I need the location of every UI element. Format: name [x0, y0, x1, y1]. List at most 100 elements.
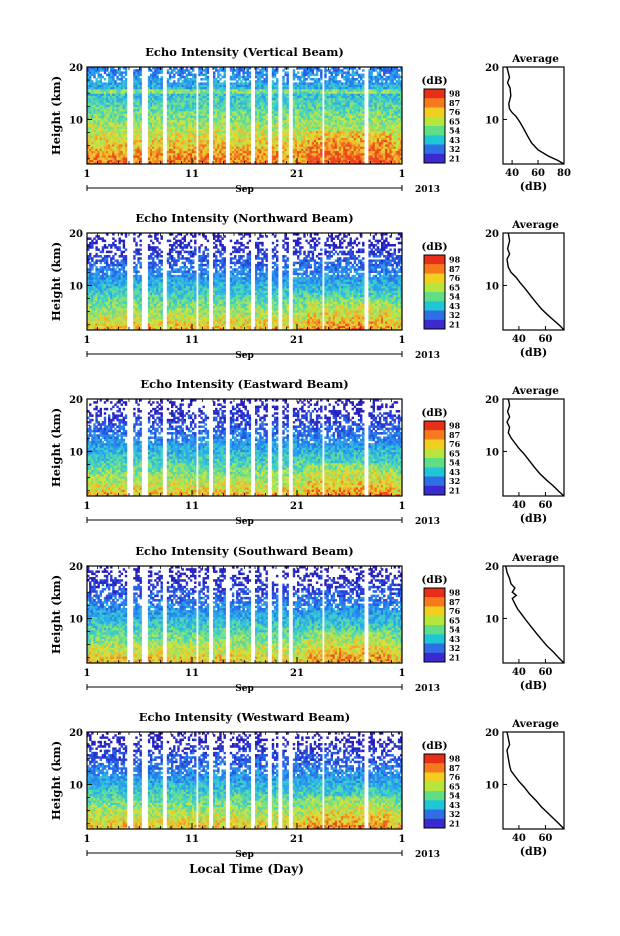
heatmap-cell [213, 159, 216, 163]
heatmap-cell [282, 146, 285, 149]
heatmap-cell [198, 89, 201, 92]
heatmap-cell [368, 71, 371, 74]
heatmap-cell [181, 141, 184, 145]
heatmap-cell [206, 111, 210, 114]
heatmap-cell [124, 89, 128, 92]
heatmap-cell [334, 155, 338, 158]
heatmap-cell [263, 148, 266, 152]
heatmap-cell [313, 161, 317, 165]
heatmap-cell [255, 152, 258, 156]
heatmap-cell [101, 130, 105, 134]
heatmap-cell [355, 100, 359, 103]
heatmap-cell [372, 122, 375, 125]
heatmap-cell [168, 117, 172, 121]
heatmap-cell [341, 139, 344, 143]
heatmap-cell [292, 122, 296, 125]
heatmap-cell [357, 139, 361, 143]
heatmap-cell [339, 117, 342, 121]
heatmap-cell [315, 146, 319, 149]
heatmap-cell [357, 141, 361, 145]
heatmap-cell [152, 102, 155, 105]
heatmap-cell [221, 124, 224, 127]
heatmap-cell [357, 159, 361, 163]
heatmap-cell [311, 119, 315, 123]
heatmap-cell [122, 128, 126, 132]
heatmap-cell [97, 89, 100, 92]
heatmap-cell [334, 104, 338, 107]
heatmap-cell [242, 159, 245, 163]
heatmap-cell [238, 71, 241, 74]
heatmap-cell [315, 106, 319, 110]
heatmap-cell [303, 115, 306, 118]
heatmap-cell [336, 141, 340, 145]
heatmap-cell [101, 139, 105, 143]
heatmap-cell [240, 108, 243, 112]
heatmap-cell [198, 161, 201, 165]
heatmap-cell [341, 130, 344, 134]
heatmap-cell [213, 71, 216, 74]
heatmap-cell [242, 75, 245, 79]
heatmap-cell [378, 157, 382, 160]
heatmap-cell [347, 108, 350, 112]
heatmap-cell [381, 150, 384, 154]
heatmap-cell [311, 157, 315, 160]
heatmap-cell [122, 119, 126, 123]
heatmap-cell [217, 91, 220, 94]
heatmap-cell [116, 97, 119, 101]
heatmap-cell [286, 152, 289, 156]
heatmap-cell [301, 135, 304, 138]
heatmap-cell [204, 108, 207, 112]
heatmap-cell [282, 69, 285, 72]
heatmap-cell [292, 139, 296, 143]
heatmap-cell [238, 157, 241, 160]
heatmap-cell [189, 144, 193, 147]
heatmap-cell [221, 161, 224, 165]
heatmap-cell [313, 150, 317, 154]
heatmap-cell [97, 115, 100, 118]
heatmap-cell [378, 108, 382, 112]
heatmap-cell [374, 102, 378, 105]
heatmap-cell [87, 124, 90, 127]
heatmap-cell [372, 128, 375, 132]
heatmap-cell [284, 84, 287, 88]
heatmap-cell [307, 157, 310, 160]
heatmap-cell [175, 67, 178, 70]
heatmap-cell [309, 104, 312, 107]
heatmap-cell [355, 119, 359, 123]
heatmap-cell [110, 155, 113, 158]
heatmap-cell [313, 115, 317, 118]
heatmap-cell [200, 161, 203, 165]
heatmap-cell [105, 157, 109, 160]
heatmap-cell [152, 104, 155, 107]
heatmap-cell [173, 130, 176, 134]
heatmap-cell [168, 113, 172, 116]
heatmap-cell [328, 159, 331, 163]
heatmap-cell [108, 84, 111, 88]
heatmap-cell [183, 104, 186, 107]
heatmap-cell [206, 67, 210, 70]
heatmap-cell [234, 104, 237, 107]
heatmap-cell [297, 135, 300, 138]
heatmap-cell [374, 67, 378, 70]
heatmap-cell [189, 119, 193, 123]
heatmap-cell [315, 135, 319, 138]
heatmap-cell [231, 126, 235, 130]
heatmap-cell [187, 73, 191, 77]
heatmap-cell [343, 135, 346, 138]
heatmap-cell [347, 144, 350, 147]
heatmap-cell [204, 126, 207, 130]
heatmap-cell [301, 89, 304, 92]
heatmap-cell [244, 91, 247, 94]
heatmap-cell [97, 95, 100, 99]
heatmap-cell [198, 128, 201, 132]
heatmap-cell [320, 139, 323, 143]
heatmap-cell [135, 113, 138, 116]
heatmap-cell [378, 104, 382, 107]
heatmap-cell [147, 130, 151, 134]
heatmap-cell [374, 86, 378, 90]
heatmap-cell [177, 102, 180, 105]
heatmap-cell [137, 150, 140, 154]
heatmap-cell [370, 122, 373, 125]
heatmap-cell [263, 100, 266, 103]
heatmap-cell [120, 144, 123, 147]
